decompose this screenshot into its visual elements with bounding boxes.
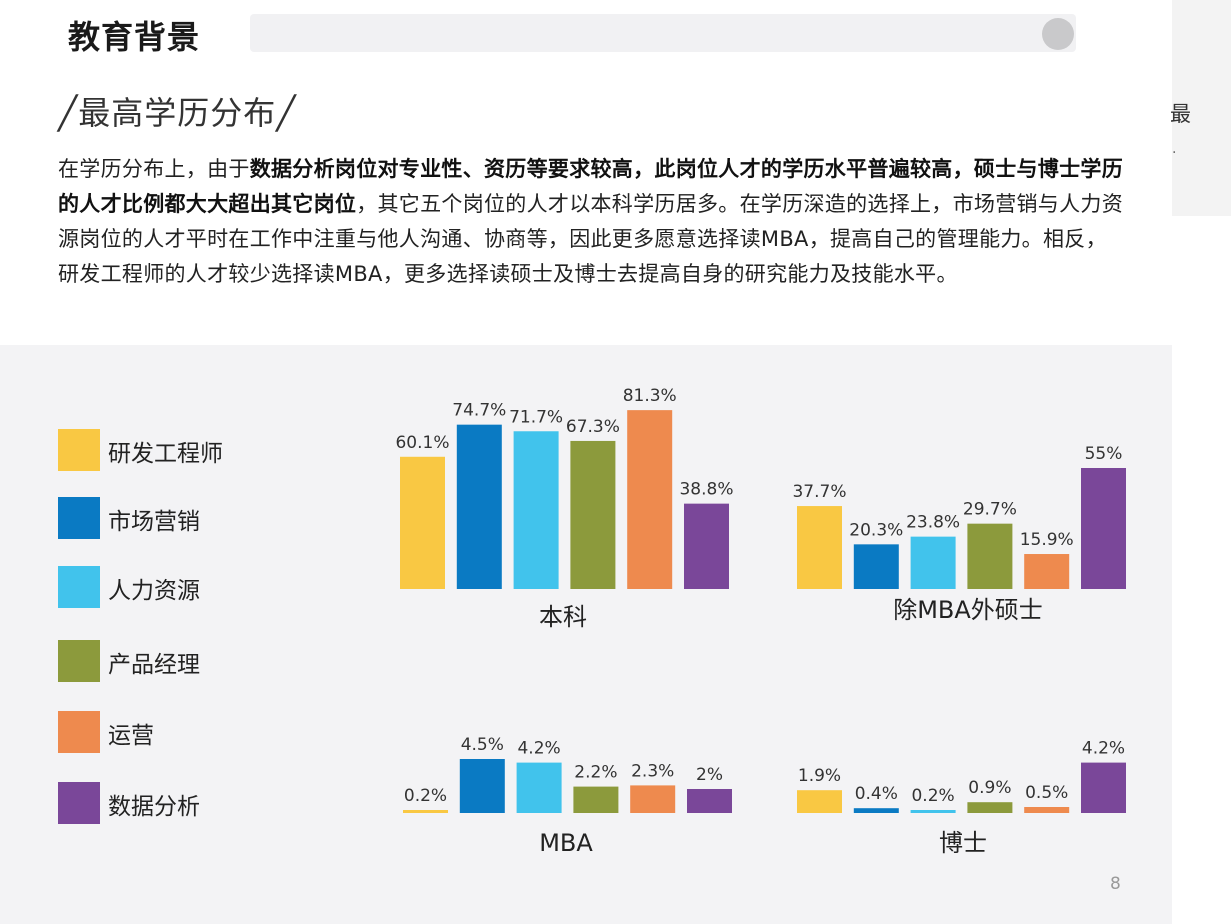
- side-peek-dot: ·: [1172, 145, 1177, 161]
- legend-label: 市场营销: [108, 509, 200, 535]
- legend-swatch: [58, 566, 100, 608]
- bar-value-label: 2.3%: [631, 761, 674, 781]
- bar-value-label: 67.3%: [566, 417, 620, 437]
- bar-group: 60.1%74.7% 71.7% 67.3%81.3% 38.8% 本科: [395, 386, 733, 631]
- bar: [513, 431, 559, 589]
- legend-swatch: [58, 429, 100, 471]
- bar-group: 1.9% 0.4% 0.2% 0.9% 0.5% 4.2% 博士: [797, 739, 1126, 857]
- bar-value-label: 0.4%: [855, 784, 898, 804]
- category-label: 博士: [939, 829, 987, 857]
- bar-value-label: 15.9%: [1020, 530, 1074, 550]
- bar: [797, 506, 842, 589]
- bar: [1081, 468, 1126, 589]
- category-label: 本科: [539, 603, 587, 631]
- header-dot: [1042, 18, 1074, 50]
- bar: [687, 789, 732, 813]
- bar-group: 37.7%20.3% 23.8%29.7%15.9% 55% 除MBA外硕士: [792, 444, 1126, 624]
- page-title: 教育背景: [68, 18, 201, 56]
- bar: [1081, 762, 1126, 813]
- bar-value-label: 1.9%: [798, 766, 841, 786]
- bar: [627, 410, 673, 589]
- legend-label: 研发工程师: [108, 441, 223, 467]
- bar-group: 0.2% 4.5% 4.2% 2.2% 2.3% 2% MBA: [403, 735, 732, 857]
- bar-value-label: 74.7%: [452, 401, 506, 421]
- section-title: ╱最高学历分布╱: [58, 94, 297, 132]
- description-paragraph: 在学历分布上，由于数据分析岗位对专业性、资历等要求较高，此岗位人才的学历水平普遍…: [58, 152, 1128, 292]
- bar-value-label: 23.8%: [906, 513, 960, 533]
- side-peek-text: 最: [1170, 102, 1191, 126]
- bar: [400, 456, 445, 589]
- page-number: 8: [1110, 874, 1121, 894]
- bar: [797, 790, 842, 813]
- bar: [456, 424, 502, 589]
- legend-label: 运营: [108, 723, 154, 749]
- paragraph-text-1: 在学历分布上，由于: [58, 157, 250, 181]
- legend-swatch: [58, 782, 100, 824]
- bar-value-label: 60.1%: [395, 433, 449, 453]
- bar-value-label: 4.2%: [1082, 739, 1125, 759]
- header-bar: [250, 14, 1076, 52]
- bar: [516, 762, 562, 813]
- bar-value-label: 0.5%: [1025, 783, 1068, 803]
- bar: [1024, 807, 1070, 813]
- bar: [910, 810, 956, 813]
- bar-value-label: 0.2%: [911, 786, 954, 806]
- bar-value-label: 37.7%: [792, 482, 846, 502]
- bar: [967, 523, 1013, 589]
- bar-value-label: 4.2%: [517, 739, 560, 759]
- bar-value-label: 2.2%: [574, 763, 617, 783]
- bar: [684, 503, 729, 589]
- legend-label: 人力资源: [108, 578, 200, 604]
- category-label: MBA: [539, 829, 593, 857]
- bar-value-label: 71.7%: [509, 407, 563, 427]
- bar: [459, 759, 505, 813]
- bar: [1024, 554, 1070, 589]
- bar: [630, 785, 676, 813]
- bar-value-label: 0.9%: [968, 778, 1011, 798]
- bar-value-label: 0.2%: [404, 786, 447, 806]
- bar-value-label: 81.3%: [623, 386, 677, 406]
- bar: [570, 440, 616, 589]
- bar: [910, 536, 956, 589]
- bar: [573, 786, 619, 813]
- bar: [967, 802, 1013, 813]
- paragraph-text-2: ，其它五个岗位的人才以本科学历居多。在学历深造的选择上，市场营销与人力资源岗位的…: [58, 192, 1123, 286]
- bar-value-label: 29.7%: [963, 500, 1017, 520]
- legend-swatch: [58, 711, 100, 753]
- bar-value-label: 38.8%: [679, 480, 733, 500]
- bar-value-label: 2%: [696, 765, 723, 785]
- bar-value-label: 20.3%: [849, 520, 903, 540]
- bar: [403, 810, 448, 813]
- legend-swatch: [58, 497, 100, 539]
- bar: [853, 808, 899, 813]
- bar: [853, 544, 899, 589]
- side-strip: [1172, 0, 1231, 216]
- category-label: 除MBA外硕士: [893, 596, 1043, 624]
- bar-value-label: 4.5%: [461, 735, 504, 755]
- bar-value-label: 55%: [1085, 444, 1123, 464]
- legend-swatch: [58, 640, 100, 682]
- paragraph-bold-text: 数据分析岗位对专业性、资历等要求较高，此岗位人才的学历水平普遍较高，硕士与博士学…: [58, 157, 1123, 216]
- legend-label: 数据分析: [108, 794, 200, 820]
- legend-label: 产品经理: [108, 652, 200, 678]
